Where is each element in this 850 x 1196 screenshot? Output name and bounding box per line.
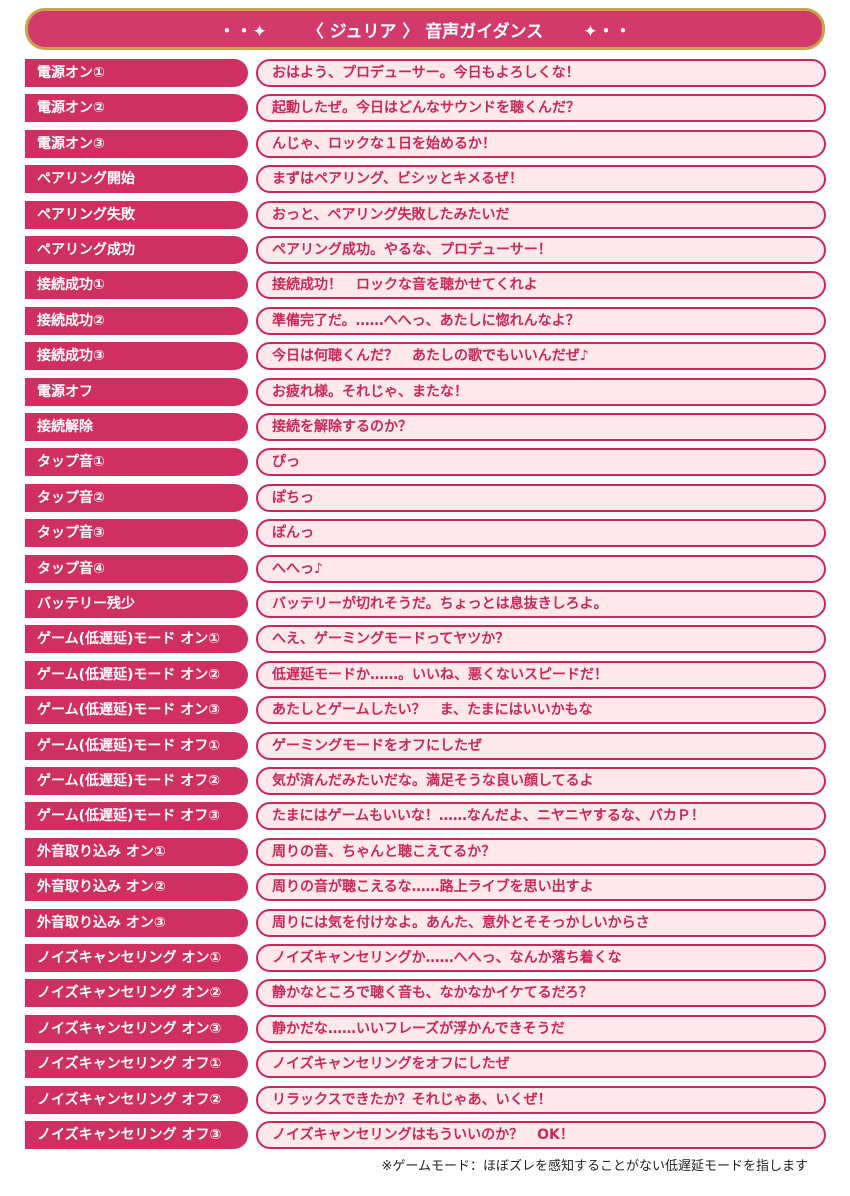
row: バッテリー残少 バッテリーが切れそうだ。ちょっとは息抜きしろよ。 (25, 590, 826, 618)
row-label: 接続解除 (25, 413, 248, 441)
row-text: 静かだな……いいフレーズが浮かんできそうだ (256, 1014, 826, 1043)
row-text: 接続成功！ ロックな音を聴かせてくれよ (256, 271, 826, 300)
row: ノイズキャンセリング オン② 静かなところで聴く音も、なかなかイケてるだろ？ (25, 979, 826, 1008)
row-text: お疲れ様。それじゃ、またな！ (256, 377, 826, 406)
row-text: あたしとゲームしたい？ ま、たまにはいいかもな (256, 696, 826, 725)
header: ・・✦ 〈 ジュリア 〉 音声ガイダンス ✦・・ (25, 8, 825, 50)
row-label: ペアリング成功 (25, 236, 248, 264)
row: 接続解除 接続を解除するのか？ (25, 413, 826, 441)
row-label: ゲーム(低遅延)モード オン② (25, 660, 248, 689)
row-label: 外音取り込み オン① (25, 837, 248, 866)
row: ペアリング成功 ペアリング成功。やるな、プロデューサー！ (25, 236, 826, 264)
row-label: ゲーム(低遅延)モード オフ③ (25, 802, 248, 831)
title: 〈 ジュリア 〉 音声ガイダンス (306, 21, 544, 42)
row-label: ペアリング失敗 (25, 200, 248, 229)
row: 電源オン① おはよう、プロデューサー。今日もよろしくな！ (25, 59, 826, 87)
row-text: まずはペアリング、ビシッとキメるぜ！ (256, 165, 826, 194)
row-label: 電源オン② (25, 94, 248, 123)
row-text: ノイズキャンセリングはもういいのか？ OK！ (256, 1121, 826, 1149)
row-text: おはよう、プロデューサー。今日もよろしくな！ (256, 59, 826, 87)
row: ノイズキャンセリング オン③ 静かだな……いいフレーズが浮かんできそうだ (25, 1014, 826, 1043)
row-text: 周りの音が聴こえるな……路上ライブを思い出すよ (256, 873, 826, 902)
row: ペアリング開始 まずはペアリング、ビシッとキメるぜ！ (25, 165, 826, 194)
row: タップ音④ へへっ♪ (25, 554, 826, 583)
row-label: タップ音② (25, 483, 248, 512)
row-text: おっと、ペアリング失敗したみたいだ (256, 200, 826, 229)
row-label: 電源オン③ (25, 129, 248, 158)
row-text: 周りには気を付けなよ。あんた、意外とそそっかしいからさ (256, 908, 826, 937)
row-label: 接続成功② (25, 306, 248, 335)
row-text: ノイズキャンセリングをオフにしたぜ (256, 1050, 826, 1079)
row-text: 接続を解除するのか？ (256, 413, 826, 441)
row-text: 静かなところで聴く音も、なかなかイケてるだろ？ (256, 979, 826, 1008)
row: ゲーム(低遅延)モード オフ③ たまにはゲームもいいな！……なんだよ、ニヤニヤする… (25, 802, 826, 831)
row-text: 今日は何聴くんだ？ あたしの歌でもいいんだぜ♪ (256, 342, 826, 371)
row-label: ゲーム(低遅延)モード オフ① (25, 731, 248, 760)
row-text: ゲーミングモードをオフにしたぜ (256, 731, 826, 760)
row-text: 周りの音、ちゃんと聴こえてるか？ (256, 837, 826, 866)
row: 外音取り込み オン② 周りの音が聴こえるな……路上ライブを思い出すよ (25, 873, 826, 902)
row: 外音取り込み オン③ 周りには気を付けなよ。あんた、意外とそそっかしいからさ (25, 908, 826, 937)
row: 接続成功① 接続成功！ ロックな音を聴かせてくれよ (25, 271, 826, 300)
row: 電源オフ お疲れ様。それじゃ、またな！ (25, 377, 826, 406)
row-label: 電源オフ (25, 377, 248, 406)
row-label: ゲーム(低遅延)モード オン① (25, 625, 248, 654)
row: ノイズキャンセリング オフ① ノイズキャンセリングをオフにしたぜ (25, 1050, 826, 1079)
row-text: へへっ♪ (256, 554, 826, 583)
row-text: んじゃ、ロックな１日を始めるか！ (256, 129, 826, 158)
row-text: へえ、ゲーミングモードってヤツか？ (256, 625, 826, 654)
row: ペアリング失敗 おっと、ペアリング失敗したみたいだ (25, 200, 826, 229)
row: 電源オン③ んじゃ、ロックな１日を始めるか！ (25, 129, 826, 158)
row-label: 外音取り込み オン② (25, 873, 248, 902)
row-text: 準備完了だ。……へへっ、あたしに惚れんなよ？ (256, 306, 826, 335)
row-label: バッテリー残少 (25, 590, 248, 618)
row-label: 外音取り込み オン③ (25, 908, 248, 937)
row: タップ音③ ぽんっ (25, 519, 826, 548)
row: ゲーム(低遅延)モード オフ② 気が済んだみたいだな。満足そうな良い顔してるよ (25, 767, 826, 795)
row-label: ゲーム(低遅延)モード オン③ (25, 696, 248, 725)
row: タップ音② ぽちっ (25, 483, 826, 512)
row-text: 起動したぜ。今日はどんなサウンドを聴くんだ？ (256, 94, 826, 123)
decoration: ・・✦ (218, 21, 267, 42)
row: ノイズキャンセリング オフ③ ノイズキャンセリングはもういいのか？ OK！ (25, 1121, 826, 1149)
row: 接続成功② 準備完了だ。……へへっ、あたしに惚れんなよ？ (25, 306, 826, 335)
decoration: ✦・・ (583, 21, 632, 42)
row-text: 低遅延モードか……。いいね、悪くないスピードだ！ (256, 660, 826, 689)
row: ノイズキャンセリング オフ② リラックスできたか？それじゃあ、いくぜ！ (25, 1085, 826, 1114)
row-label: ノイズキャンセリング オフ② (25, 1085, 248, 1114)
row-text: ぴっ (256, 448, 826, 477)
row-label: ノイズキャンセリング オン① (25, 944, 248, 972)
row-label: タップ音① (25, 448, 248, 477)
footnote: ※ゲームモード：ほぼズレを感知することがない低遅延モードを指します (381, 1159, 808, 1174)
row: 接続成功③ 今日は何聴くんだ？ あたしの歌でもいいんだぜ♪ (25, 342, 826, 371)
row: ゲーム(低遅延)モード オン② 低遅延モードか……。いいね、悪くないスピードだ！ (25, 660, 826, 689)
row-text: たまにはゲームもいいな！……なんだよ、ニヤニヤするな、バカＰ！ (256, 802, 826, 831)
row-label: ノイズキャンセリング オフ③ (25, 1121, 248, 1149)
row-text: ペアリング成功。やるな、プロデューサー！ (256, 236, 826, 264)
row-text: ノイズキャンセリングか……へへっ、なんか落ち着くな (256, 944, 826, 972)
row-label: タップ音③ (25, 519, 248, 548)
row-text: リラックスできたか？それじゃあ、いくぜ！ (256, 1085, 826, 1114)
row: ゲーム(低遅延)モード オン① へえ、ゲーミングモードってヤツか？ (25, 625, 826, 654)
row: タップ音① ぴっ (25, 448, 826, 477)
row-text: 気が済んだみたいだな。満足そうな良い顔してるよ (256, 767, 826, 795)
row-label: ゲーム(低遅延)モード オフ② (25, 767, 248, 795)
row-label: タップ音④ (25, 554, 248, 583)
row-text: ぽちっ (256, 483, 826, 512)
row-label: 接続成功① (25, 271, 248, 300)
row: ゲーム(低遅延)モード オン③ あたしとゲームしたい？ ま、たまにはいいかもな (25, 696, 826, 725)
row-label: ペアリング開始 (25, 165, 248, 194)
row-text: バッテリーが切れそうだ。ちょっとは息抜きしろよ。 (256, 590, 826, 618)
row-label: ノイズキャンセリング オン③ (25, 1014, 248, 1043)
row: ゲーム(低遅延)モード オフ① ゲーミングモードをオフにしたぜ (25, 731, 826, 760)
row: ノイズキャンセリング オン① ノイズキャンセリングか……へへっ、なんか落ち着くな (25, 944, 826, 972)
row-text: ぽんっ (256, 519, 826, 548)
row-label: 接続成功③ (25, 342, 248, 371)
row-label: 電源オン① (25, 59, 248, 87)
row-label: ノイズキャンセリング オフ① (25, 1050, 248, 1079)
row-label: ノイズキャンセリング オン② (25, 979, 248, 1008)
row: 電源オン② 起動したぜ。今日はどんなサウンドを聴くんだ？ (25, 94, 826, 123)
row: 外音取り込み オン① 周りの音、ちゃんと聴こえてるか？ (25, 837, 826, 866)
